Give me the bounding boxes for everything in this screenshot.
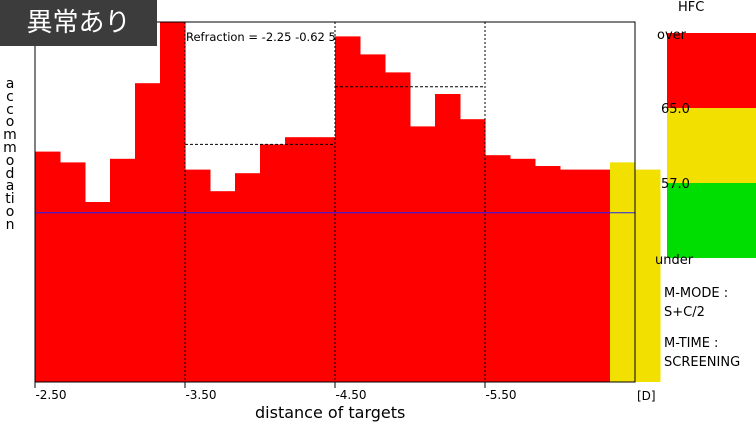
bar <box>585 169 611 382</box>
x-tick-label: -5.50 <box>485 388 516 402</box>
x-tick-label: -3.50 <box>185 388 216 402</box>
y-axis-label: accommodation <box>3 76 17 233</box>
bar <box>635 169 661 382</box>
x-tick-label: -2.50 <box>35 388 66 402</box>
hfc-scale-yellow <box>667 108 756 183</box>
bar <box>485 155 511 382</box>
bar <box>235 173 261 382</box>
hfc-label-under: under <box>655 253 694 268</box>
refraction-readout: Refraction = -2.25 -0.62 5 <box>186 30 336 44</box>
hfc-scale-red <box>667 33 756 108</box>
bar <box>60 162 86 382</box>
x-tick-label: -4.50 <box>335 388 366 402</box>
hfc-scale-green <box>667 183 756 258</box>
bar <box>285 137 311 382</box>
bar <box>110 158 136 382</box>
hfc-label-65: 65.0 <box>661 102 690 117</box>
bar <box>35 151 61 382</box>
bar <box>460 119 486 382</box>
bar <box>260 144 286 382</box>
hfc-title: HFC <box>678 0 705 15</box>
bar <box>160 22 186 382</box>
bar <box>185 169 211 382</box>
bar <box>510 158 536 382</box>
bar <box>560 169 586 382</box>
bar <box>610 162 636 382</box>
bar <box>135 83 161 382</box>
bar <box>310 137 336 382</box>
abnormal-badge: 異常あり <box>0 0 157 46</box>
bar <box>410 126 436 383</box>
m-mode-value: S+C/2 <box>664 305 705 320</box>
x-axis-label: distance of targets <box>255 403 406 422</box>
m-time-value: SCREENING <box>664 355 741 370</box>
m-time-label: M-TIME : <box>664 336 719 351</box>
unit-label: [D] <box>637 389 656 403</box>
bar <box>435 94 461 382</box>
bar <box>210 191 236 382</box>
bar <box>360 54 386 383</box>
bar <box>385 72 411 383</box>
m-mode-label: M-MODE : <box>664 286 729 301</box>
hfc-label-over: over <box>657 28 686 43</box>
hfc-label-57: 57.0 <box>661 177 690 192</box>
bar <box>335 36 361 383</box>
bar <box>535 166 561 382</box>
bar <box>85 202 111 382</box>
